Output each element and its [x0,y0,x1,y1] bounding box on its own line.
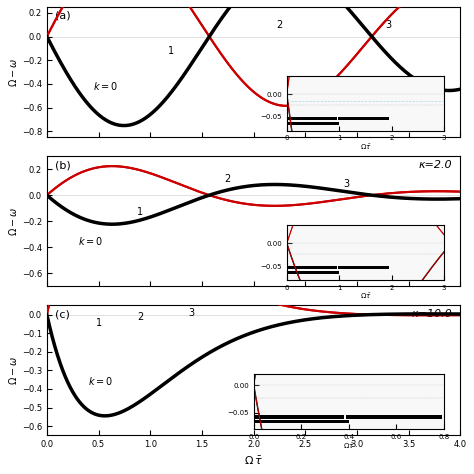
Text: κ=10.0: κ=10.0 [411,309,452,319]
Text: 3: 3 [385,20,391,30]
Text: 1: 1 [95,318,101,328]
Text: $k=0$: $k=0$ [93,80,118,92]
Text: 2: 2 [137,312,143,322]
Text: 1: 1 [168,46,174,56]
Text: (c): (c) [55,309,70,319]
Text: 3: 3 [344,179,350,189]
Y-axis label: $\Omega - \omega$: $\Omega - \omega$ [7,207,19,236]
Y-axis label: $\Omega - \omega$: $\Omega - \omega$ [7,57,19,87]
Text: $k=0$: $k=0$ [78,235,103,246]
Text: $k=0$: $k=0$ [88,375,113,387]
Y-axis label: $\Omega - \omega$: $\Omega - \omega$ [7,356,19,385]
Text: (a): (a) [55,11,71,21]
Text: 3: 3 [189,309,195,319]
Text: 2: 2 [225,174,231,184]
Text: 1: 1 [137,207,143,217]
X-axis label: $\Omega\,\bar{\tau}$: $\Omega\,\bar{\tau}$ [244,455,263,467]
Text: (b): (b) [55,160,71,170]
Text: 2: 2 [276,20,283,30]
Text: κ=2.0: κ=2.0 [419,160,452,170]
